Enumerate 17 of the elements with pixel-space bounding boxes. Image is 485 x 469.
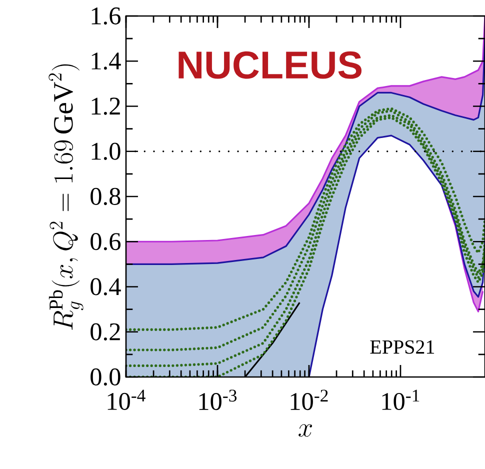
y-tick-label: 0.6 bbox=[90, 233, 121, 250]
y-tick-label: 1.2 bbox=[92, 98, 120, 115]
x-tick-label: 10$^{-2}$ bbox=[290, 390, 328, 410]
x-axis-title: $x$ bbox=[298, 424, 312, 437]
y-tick-label: 0.8 bbox=[90, 188, 120, 206]
x-tick-label: 10$^{-4}$ bbox=[108, 390, 146, 410]
y-axis-title: $R_g^{\mathrm{Pb}}(x, Q^2 = 1.69\,\mathrm{GeV}^2)$ bbox=[48, 64, 84, 330]
y-tick-label: 1.0 bbox=[92, 142, 120, 160]
y-tick-label: 0.4 bbox=[90, 278, 121, 296]
y-tick-label: 1.4 bbox=[92, 52, 121, 70]
y-tick-label: 0.0 bbox=[90, 368, 120, 386]
x-tick-label: 10$^{-3}$ bbox=[199, 390, 237, 410]
y-tick-label: 0.2 bbox=[90, 323, 120, 340]
annotation: EPPS21 bbox=[370, 340, 434, 354]
x-tick-label: 10$^{-1}$ bbox=[382, 390, 420, 410]
y-tick-label: 1.6 bbox=[92, 7, 121, 25]
annotation: NUCLEUS bbox=[178, 51, 362, 79]
